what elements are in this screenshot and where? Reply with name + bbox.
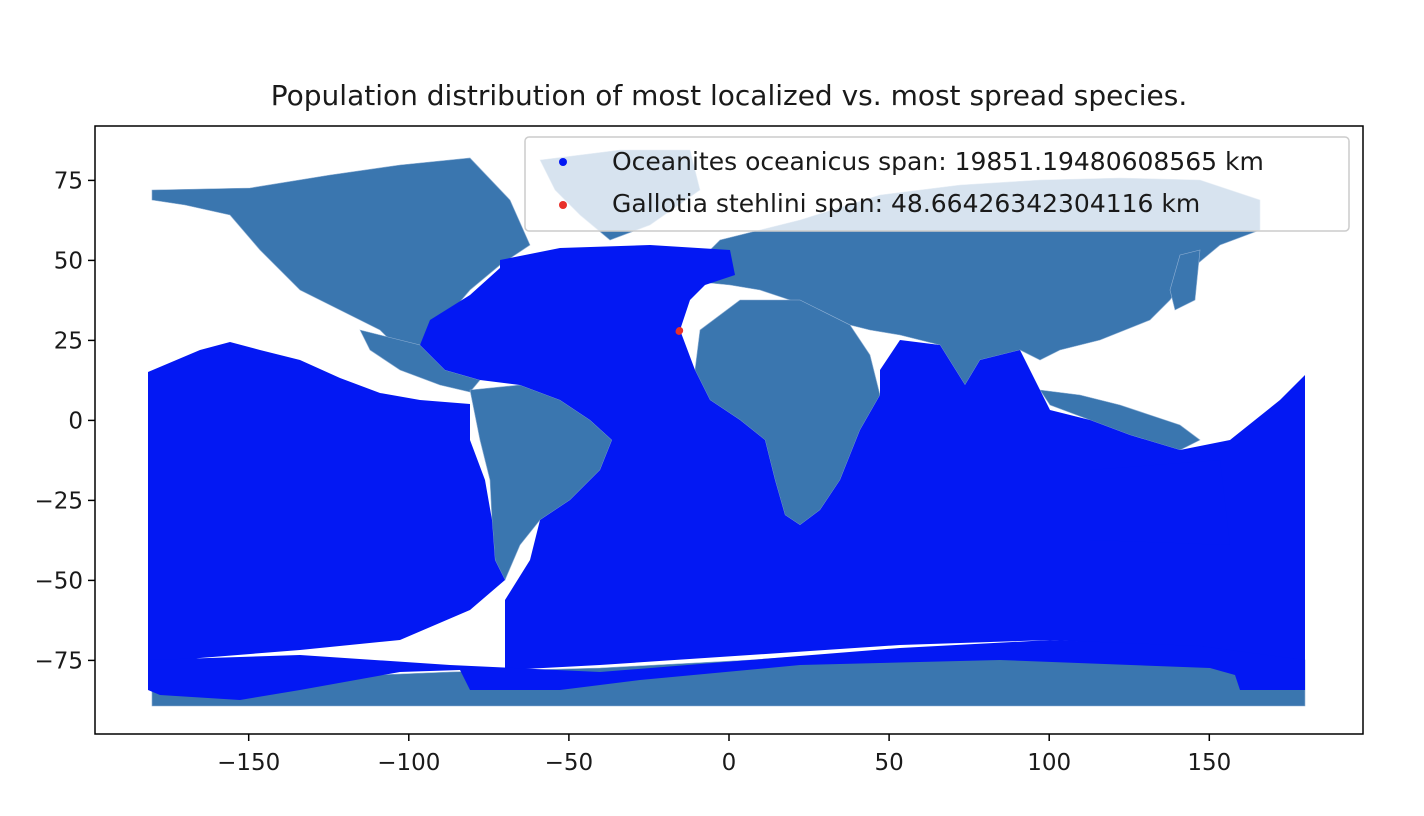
x-tick-label: −50 [545,750,594,776]
y-tick-label: −50 [34,568,83,594]
southeast-asia-islands-land [1039,389,1201,451]
x-tick-label: −100 [377,750,440,776]
x-tick-label: 150 [1187,750,1231,776]
y-tick-label: 50 [54,248,83,274]
x-tick-label: 0 [722,750,737,776]
legend-marker-gallotia [559,201,567,209]
japan-land [1169,249,1201,311]
x-tick-label: −150 [217,750,280,776]
legend: Oceanites oceanicus span: 19851.19480608… [524,136,1350,232]
pacific-coverage [148,342,505,665]
y-tick-label: 0 [68,408,83,434]
y-tick-label: 75 [54,168,83,194]
x-tick-label: 50 [874,750,903,776]
legend-marker-oceanites [559,158,567,166]
southern-ocean-fringe-coverage [148,640,1305,700]
plot-area [148,149,1306,707]
chart-title: Population distribution of most localize… [271,79,1187,112]
x-tick-label: 100 [1027,750,1071,776]
y-axis: 75 50 25 0 −25 −50 −75 [34,168,95,674]
atlantic-indian-coverage [420,245,1305,670]
legend-label-oceanites: Oceanites oceanicus span: 19851.19480608… [612,147,1264,176]
legend-label-gallotia: Gallotia stehlini span: 48.6642634230411… [612,189,1200,218]
y-tick-label: 25 [54,328,83,354]
legend-box [524,136,1350,232]
series-oceanites-points [148,245,1305,700]
x-axis: −150 −100 −50 0 50 100 150 [217,734,1231,776]
australia-surround-coverage [1090,460,1230,545]
y-tick-label: −25 [34,488,83,514]
gallotia-point [675,327,683,335]
y-tick-label: −75 [34,648,83,674]
